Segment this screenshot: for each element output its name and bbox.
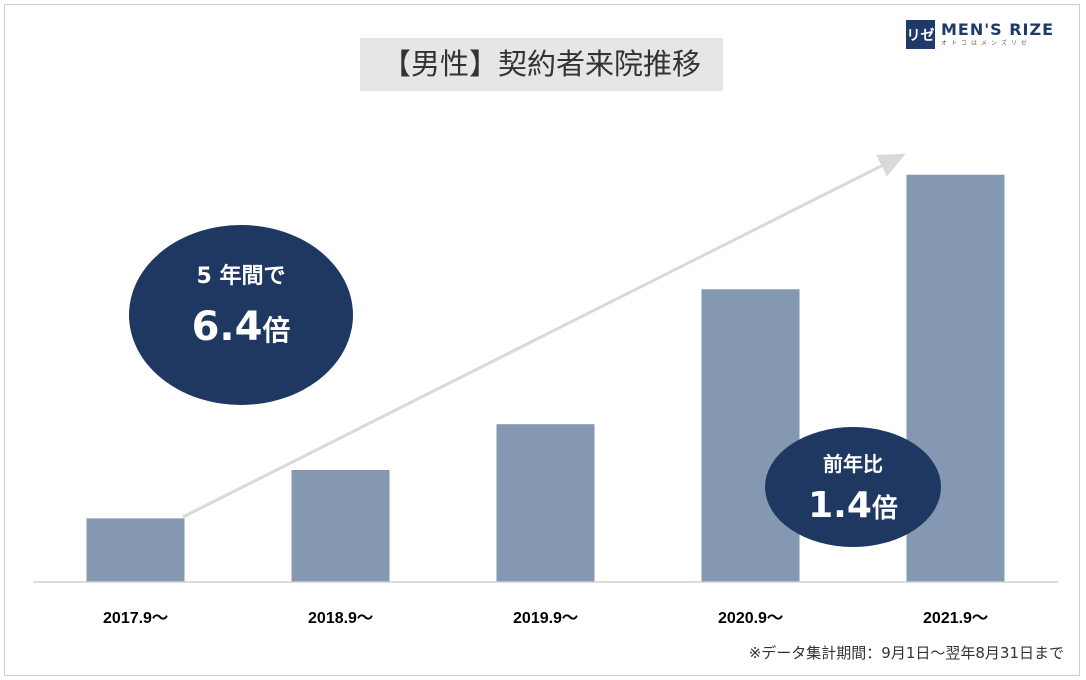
bubble-5yr-line1: 5 年間で [196, 264, 286, 289]
bar-2 [496, 424, 595, 582]
bubble-yoy-line1: 前年比 [823, 452, 883, 476]
bubble-5yr [129, 225, 353, 405]
bubble-5yr-value: 6.4 [191, 304, 263, 350]
bubble-5yr-unit: 倍 [262, 314, 291, 347]
frame [4, 4, 1080, 676]
chart-title: 【男性】契約者来院推移 [360, 38, 723, 91]
trend-arrow [182, 153, 906, 519]
x-tick-label: 2018.9～ [308, 610, 373, 627]
bubble-yoy-text: 前年比 1.4倍 [765, 448, 941, 526]
x-tick-label: 2020.9～ [718, 610, 783, 627]
bar-3 [701, 289, 800, 582]
bubble-yoy-value: 1.4 [808, 485, 872, 526]
footnote: ※データ集計期間：9月1日～翌年8月31日まで [748, 644, 1064, 662]
brand-logo: リゼ MEN'S RIZE オトコはメンズリゼ [906, 20, 1054, 49]
bar-1 [291, 470, 390, 582]
bar-0 [86, 518, 185, 582]
logo-mark: リゼ [906, 20, 935, 49]
logo-sub: オトコはメンズリゼ [941, 40, 1031, 47]
x-tick-label: 2019.9～ [513, 610, 578, 627]
bubble-5yr-text: 5 年間で 6.4倍 [141, 258, 341, 350]
bubble-yoy-unit: 倍 [871, 494, 898, 524]
x-tick-label: 2017.9～ [103, 610, 168, 627]
bubble-yoy [765, 427, 941, 547]
logo-name: MEN'S RIZE [941, 20, 1055, 39]
x-tick-label: 2021.9～ [923, 610, 988, 627]
